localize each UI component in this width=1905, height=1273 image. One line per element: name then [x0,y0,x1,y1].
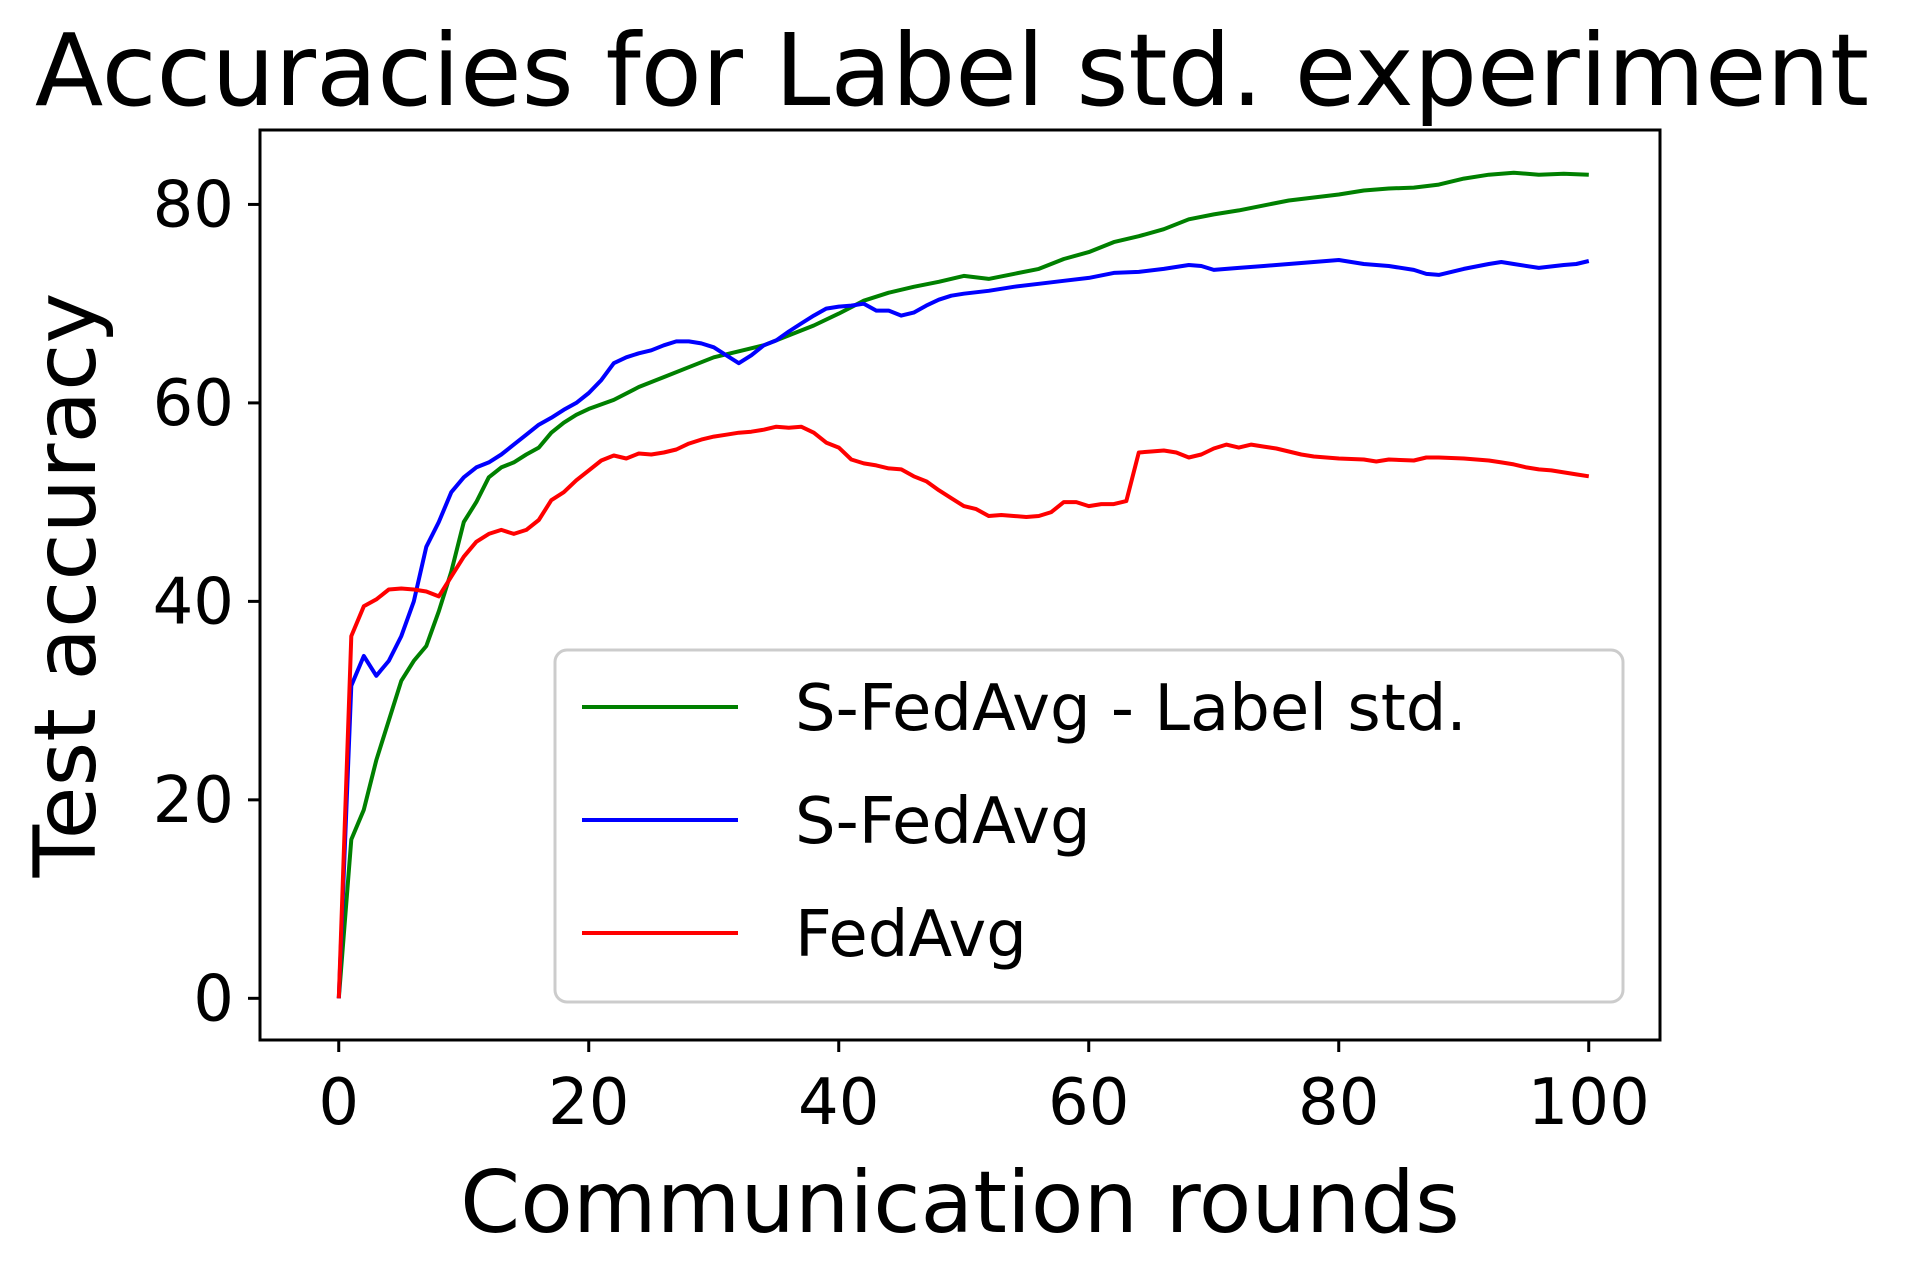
plot-area [258,128,1662,1042]
legend-box [553,648,1625,1004]
x-tick-label: 40 [798,1066,879,1140]
legend-label-s-fedavg-label-std: S-FedAvg - Label std. [795,672,1467,746]
y-axis-label: Test accuracy [16,293,116,879]
y-tick-label: 60 [153,367,234,441]
series-line-s-fedavg [336,258,1590,999]
x-tick-label: 0 [318,1066,359,1140]
chart-title: Accuracies for Label std. experiment [35,12,1869,129]
y-tick-label: 80 [153,168,234,242]
legend-label-fedavg: FedAvg [795,898,1027,972]
series-layer [336,170,1590,999]
legend: S-FedAvg - Label std. S-FedAvg FedAvg [553,648,1625,1004]
x-tick-label: 100 [1528,1066,1650,1140]
series-line-fedavg [336,424,1590,999]
x-tick-label: 20 [548,1066,629,1140]
legend-label-s-fedavg: S-FedAvg [795,785,1091,859]
y-tick-label: 20 [153,764,234,838]
x-axis-ticks: 0 20 40 60 80 100 [318,1040,1650,1140]
x-tick-label: 80 [1298,1066,1379,1140]
x-tick-label: 60 [1048,1066,1129,1140]
x-axis-label: Communication rounds [460,1153,1460,1253]
y-tick-label: 0 [193,962,234,1036]
axes-frame [258,128,1662,1042]
series-line-s-fedavg-label-std [336,170,1589,999]
y-tick-label: 40 [153,565,234,639]
y-axis-ticks: 0 20 40 60 80 [153,168,260,1036]
